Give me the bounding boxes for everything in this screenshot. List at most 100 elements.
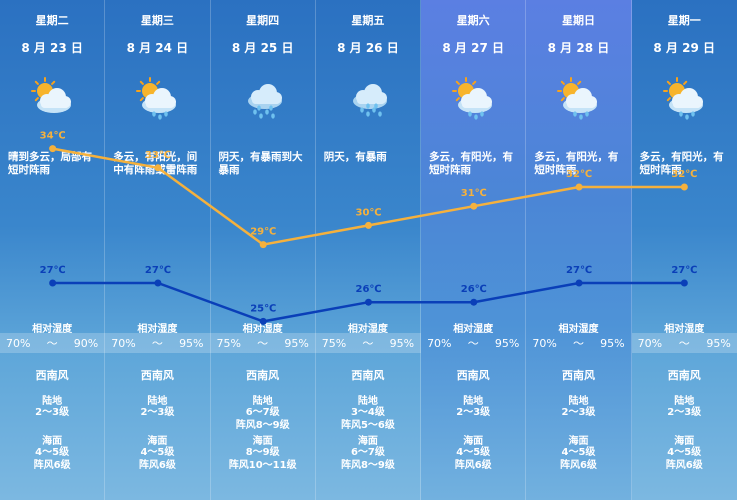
sun-cloud-icon	[31, 77, 71, 113]
land-wind-label: 陆地	[568, 396, 589, 407]
wind-line: 2～3级	[561, 407, 596, 418]
wind-direction: 西南风	[140, 369, 174, 382]
humidity-range: 70% ～ 90%	[0, 333, 104, 353]
land-wind-value: 6～7级 阵风8～9级	[211, 406, 315, 432]
humidity-high: 90%	[73, 336, 99, 350]
weather-description: 多云，有阳光，有短时阵雨	[534, 151, 619, 176]
humidity-low: 70%	[637, 336, 663, 350]
sea-wind-value: 6～7级阵风8～9级	[316, 446, 420, 472]
sea-wind-label: 海面	[568, 436, 589, 447]
day-column-3: 星期四 8 月 25 日 阴天，有暴雨到大暴雨 相对湿度 75% ～ 95% 西…	[211, 0, 316, 500]
humidity-separator: ～	[467, 337, 479, 350]
land-wind-value: 2～3级	[526, 406, 630, 419]
humidity-high: 95%	[284, 336, 309, 350]
land-wind-label: 陆地	[147, 396, 168, 407]
humidity-range: 70% ～ 95%	[421, 333, 525, 353]
wind-direction: 西南风	[351, 369, 385, 382]
sea-wind-value: 4～5级 阵风6级	[105, 446, 209, 472]
sea-wind-label: 海面	[42, 436, 63, 447]
humidity-low: 70%	[6, 336, 31, 350]
humidity-low: 70%	[111, 336, 136, 350]
humidity-separator: ～	[257, 337, 269, 350]
day-column-6: 星期日 8 月 28 日 多云，有阳光，有短时阵雨 相对湿度 70% ～ 95%…	[526, 0, 632, 500]
date-label: 8 月 24 日	[126, 41, 189, 55]
humidity-label: 相对湿度	[558, 324, 599, 335]
wind-line: 阵风6级	[454, 460, 492, 471]
day-column-5: 星期六 8 月 27 日 多云，有阳光，有短时阵雨 相对湿度 70% ～ 95%…	[421, 0, 527, 500]
weekday-label: 星期三	[140, 14, 174, 27]
land-wind-label: 陆地	[463, 396, 484, 407]
sea-wind-value: 4～5级 阵风6级	[421, 446, 525, 472]
date-label: 8 月 23 日	[21, 41, 83, 55]
wind-line: 2～3级	[35, 407, 70, 418]
humidity-low: 75%	[321, 336, 347, 350]
humidity-range: 70% ～ 95%	[632, 333, 737, 353]
heavy-rain-icon	[247, 84, 282, 119]
sea-wind-value: 4～5级阵风6级	[0, 446, 104, 472]
wind-direction: 西南风	[456, 369, 490, 382]
humidity-range: 75% ～ 95%	[316, 333, 420, 353]
rain-cloud-icon	[352, 84, 387, 117]
wind-line: 阵风6级	[559, 460, 597, 471]
weekday-label: 星期六	[456, 14, 490, 27]
humidity-separator: ～	[151, 337, 163, 350]
humidity-range: 70% ～ 95%	[105, 333, 209, 353]
land-wind-label: 陆地	[252, 396, 273, 407]
sea-wind-value: 8～9级阵风10～11级	[211, 446, 315, 472]
sun-cloud-rain-icon	[136, 77, 177, 120]
wind-line: 4～5级	[35, 447, 70, 458]
humidity-high: 95%	[600, 336, 625, 350]
weekday-label: 星期一	[667, 14, 701, 27]
land-wind-value: 2～3级	[632, 406, 737, 419]
humidity-high: 95%	[389, 336, 415, 350]
weekday-label: 星期五	[351, 14, 385, 27]
date-label: 8 月 29 日	[653, 41, 716, 55]
sun-cloud-rain-icon	[557, 77, 598, 120]
day-column-7: 星期一 8 月 29 日 多云，有阳光，有短时阵雨 相对湿度 70% ～ 95%…	[632, 0, 737, 500]
land-wind-value: 2～3级	[0, 406, 104, 419]
date-label: 8 月 26 日	[337, 41, 399, 55]
humidity-low: 70%	[532, 336, 557, 350]
wind-line: 阵风10～11级	[228, 460, 297, 471]
weather-description: 阴天，有暴雨	[323, 151, 387, 163]
sea-wind-label: 海面	[252, 436, 273, 447]
humidity-label: 相对湿度	[32, 324, 73, 335]
weather-description: 多云，有阳光，有短时阵雨	[429, 151, 514, 176]
wind-line: 3～4级	[350, 407, 385, 418]
humidity-high: 95%	[706, 336, 731, 350]
land-wind-value: 2～3级	[105, 406, 209, 419]
land-wind-value: 2～3级	[421, 406, 525, 419]
sun-cloud-rain-icon	[452, 77, 493, 120]
sea-wind-label: 海面	[674, 436, 695, 447]
land-wind-label: 陆地	[674, 396, 695, 407]
humidity-label: 相对湿度	[242, 324, 283, 335]
wind-line: 阵风5～6级	[340, 420, 395, 431]
wind-line: 阵风6级	[33, 460, 71, 471]
weather-description: 多云，有阳光，有短时阵雨	[639, 151, 724, 176]
humidity-low: 70%	[427, 336, 452, 350]
wind-line: 4～5级	[561, 447, 596, 458]
wind-line: 阵风8～9级	[340, 460, 395, 471]
wind-line: 6～7级	[350, 447, 385, 458]
wind-line: 4～5级	[667, 447, 702, 458]
wind-line: 2～3级	[667, 407, 702, 418]
day-column-1: 星期二 8 月 23 日 晴到多云，局部有短时阵雨 相对湿度 70% ～ 90%…	[0, 0, 106, 500]
weather-description: 阴天，有暴雨到大暴雨	[218, 151, 303, 176]
wind-line: 8～9级	[245, 447, 280, 458]
wind-line: 阵风8～9级	[235, 420, 290, 431]
humidity-label: 相对湿度	[453, 324, 494, 335]
wind-line: 2～3级	[456, 407, 491, 418]
sea-wind-value: 4～5级 阵风6级	[632, 446, 737, 472]
humidity-label: 相对湿度	[347, 324, 388, 335]
humidity-high: 95%	[494, 336, 520, 350]
weather-description: 多云，有阳光，间中有阵雨或雷阵雨	[113, 151, 198, 176]
wind-line: 4～5级	[140, 447, 175, 458]
day-column-2: 星期三 8 月 24 日 多云，有阳光，间中有阵雨或雷阵雨 相对湿度 70% ～…	[105, 0, 211, 500]
sea-wind-label: 海面	[357, 436, 378, 447]
sea-wind-label: 海面	[147, 436, 168, 447]
humidity-separator: ～	[362, 337, 374, 350]
wind-line: 2～3级	[140, 407, 175, 418]
date-label: 8 月 28 日	[547, 41, 610, 55]
